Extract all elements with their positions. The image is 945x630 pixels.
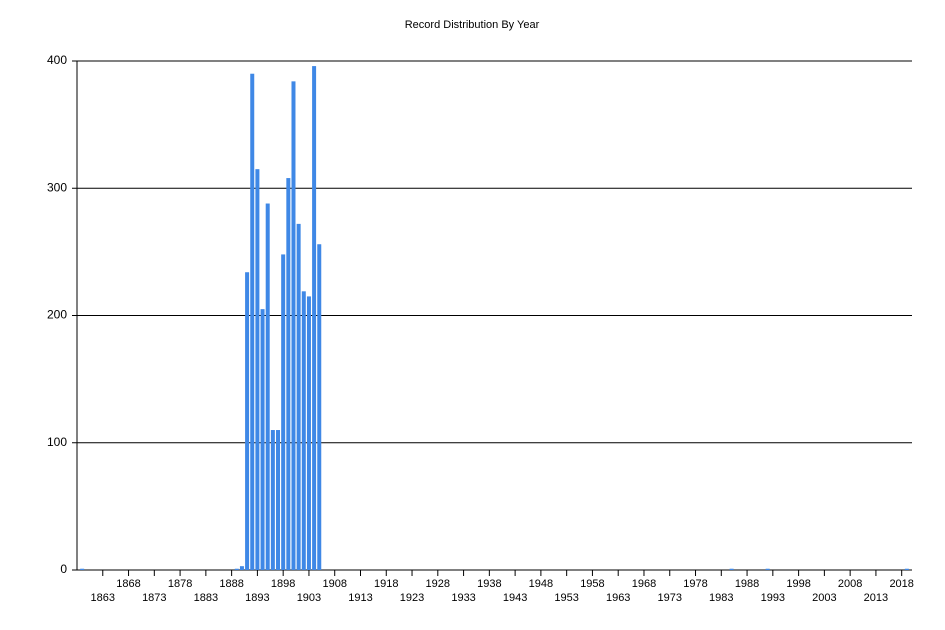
bar [296, 223, 301, 570]
bar [306, 296, 311, 570]
x-tick-label: 1883 [194, 592, 218, 604]
x-tick-label: 1963 [606, 592, 630, 604]
bar [729, 568, 734, 570]
x-tick-label: 1978 [683, 578, 707, 590]
bar [276, 430, 281, 570]
x-tick-label: 1948 [529, 578, 553, 590]
x-tick-label: 1938 [477, 578, 501, 590]
x-tick-label: 1993 [761, 592, 785, 604]
x-tick-label: 1953 [554, 592, 578, 604]
bar [904, 568, 909, 570]
y-tick-label: 100 [47, 435, 67, 449]
bar [245, 272, 250, 570]
x-tick-label: 2003 [812, 592, 836, 604]
bar [317, 244, 322, 571]
x-tick-label: 2018 [889, 578, 913, 590]
bar [291, 81, 296, 571]
x-tick-label: 1968 [632, 578, 656, 590]
x-tick-label: 1893 [245, 592, 269, 604]
x-tick-label: 1973 [658, 592, 682, 604]
bar [265, 203, 270, 570]
x-tick-label: 1863 [91, 592, 115, 604]
x-tick-label: 1873 [142, 592, 166, 604]
y-tick-label: 0 [60, 562, 67, 576]
bar [234, 568, 239, 570]
x-tick-label: 2008 [838, 578, 862, 590]
bar [312, 66, 317, 570]
bar [765, 568, 770, 570]
x-tick-label: 1908 [322, 578, 346, 590]
x-tick-label: 1878 [168, 578, 192, 590]
y-tick-label: 400 [47, 53, 67, 67]
x-tick-label: 1928 [426, 578, 450, 590]
x-tick-label: 1888 [219, 578, 243, 590]
chart-title: Record Distribution By Year [405, 19, 540, 31]
x-tick-label: 1943 [503, 592, 527, 604]
x-tick-label: 1983 [709, 592, 733, 604]
x-tick-label: 1998 [786, 578, 810, 590]
y-tick-label: 200 [47, 308, 67, 322]
bar [270, 430, 275, 570]
x-tick-label: 1913 [348, 592, 372, 604]
bar [281, 254, 286, 571]
x-tick-label: 1923 [400, 592, 424, 604]
bar [80, 568, 85, 570]
bar [301, 291, 306, 570]
x-tick-label: 2013 [864, 592, 888, 604]
bar [250, 73, 255, 570]
x-tick-label: 1868 [116, 578, 140, 590]
x-tick-label: 1933 [451, 592, 475, 604]
y-tick-label: 300 [47, 180, 67, 194]
x-tick-label: 1898 [271, 578, 295, 590]
bar [239, 566, 244, 570]
bar [260, 309, 265, 570]
x-tick-label: 1958 [580, 578, 604, 590]
x-tick-label: 1903 [297, 592, 321, 604]
x-tick-label: 1988 [735, 578, 759, 590]
bar [255, 169, 260, 570]
bar [286, 178, 291, 570]
x-tick-label: 1918 [374, 578, 398, 590]
